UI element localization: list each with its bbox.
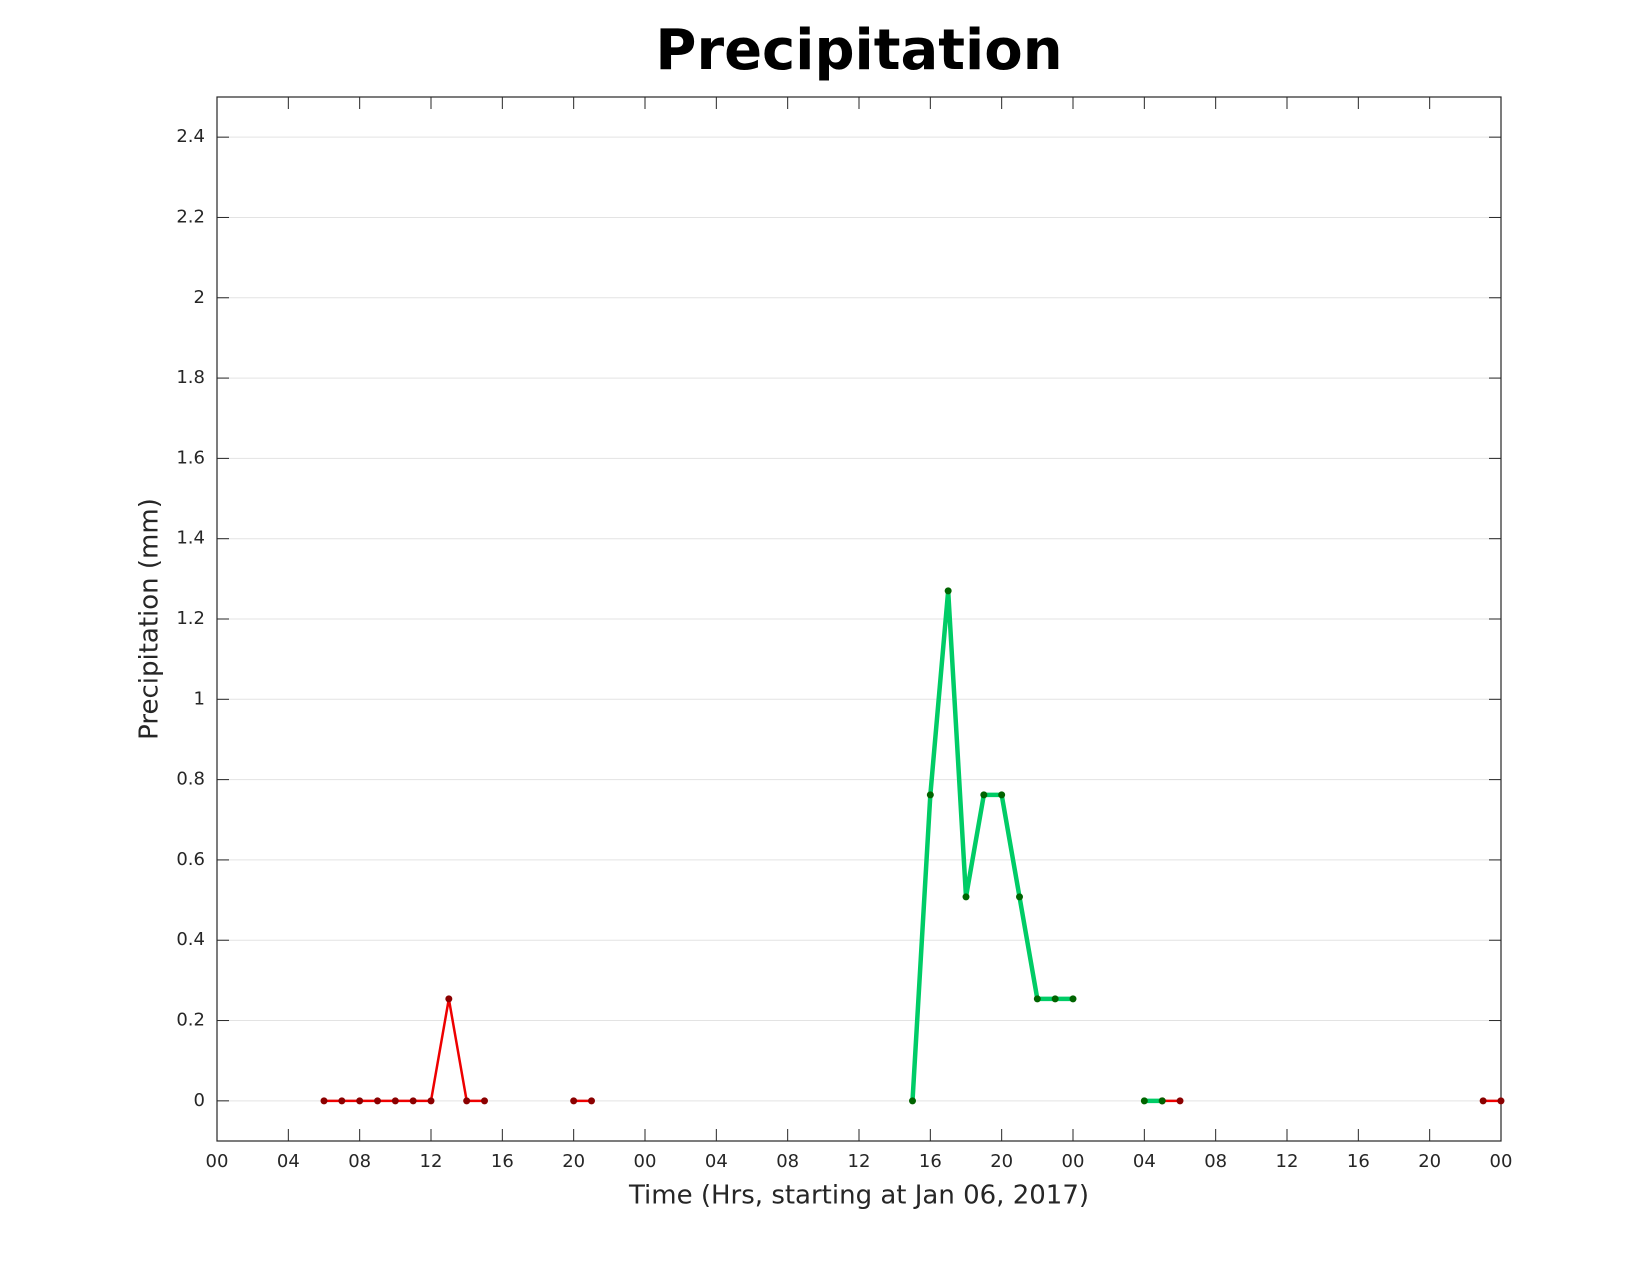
data-point (998, 791, 1006, 799)
data-point (338, 1097, 346, 1105)
y-tick-label: 1.6 (176, 447, 205, 468)
y-tick-label: 2.4 (176, 126, 205, 147)
data-point (374, 1097, 381, 1105)
data-point (1016, 893, 1023, 901)
data-point (980, 791, 988, 799)
data-point (1158, 1097, 1166, 1105)
x-tick-label: 12 (848, 1151, 871, 1172)
data-point (320, 1097, 328, 1105)
data-point (1140, 1097, 1148, 1105)
data-point (1479, 1097, 1487, 1105)
data-point (481, 1097, 488, 1105)
x-tick-label: 04 (277, 1151, 300, 1172)
series-line (910, 588, 1163, 1104)
y-tick-label: 2 (194, 287, 205, 308)
data-point (356, 1097, 364, 1105)
x-tick-label: 08 (1204, 1151, 1227, 1172)
chart-title: Precipitation (655, 18, 1062, 83)
series-line (324, 997, 1501, 1103)
x-tick-label: 00 (1490, 1151, 1513, 1172)
x-tick-label: 12 (420, 1151, 443, 1172)
x-tick-label: 00 (634, 1151, 657, 1172)
data-point (962, 893, 970, 901)
data-point (588, 1097, 595, 1105)
y-tick-label: 1.2 (176, 608, 205, 629)
data-point (463, 1097, 471, 1105)
data-point (1497, 1097, 1505, 1105)
y-axis-label: Precipitation (mm) (135, 498, 165, 740)
x-tick-label: 08 (348, 1151, 371, 1172)
plot-frame (216, 96, 1502, 1142)
x-tick-label: 04 (705, 1151, 728, 1172)
data-point (1176, 1097, 1184, 1105)
data-point (1069, 995, 1077, 1003)
x-tick-label: 16 (919, 1151, 942, 1172)
y-tick-label: 2.2 (176, 206, 205, 227)
data-point (445, 995, 453, 1003)
x-tick-label: 16 (491, 1151, 514, 1172)
x-tick-label: 20 (562, 1151, 585, 1172)
y-tick-label: 0 (194, 1090, 205, 1111)
y-tick-label: 1.4 (176, 528, 205, 549)
data-point (926, 791, 934, 799)
data-point (570, 1097, 578, 1105)
x-tick-label: 00 (206, 1151, 229, 1172)
y-tick-label: 0.4 (176, 929, 205, 950)
x-tick-label: 20 (990, 1151, 1013, 1172)
y-tick-label: 1 (194, 688, 205, 709)
y-tick-label: 0.6 (176, 849, 205, 870)
data-point (909, 1097, 916, 1105)
x-tick-label: 04 (1133, 1151, 1156, 1172)
data-point (391, 1097, 399, 1105)
data-point (1033, 995, 1041, 1003)
y-tick-label: 0.2 (176, 1010, 205, 1031)
x-tick-label: 16 (1347, 1151, 1370, 1172)
y-tick-label: 1.8 (176, 367, 205, 388)
data-point (944, 587, 952, 595)
x-tick-label: 00 (1062, 1151, 1085, 1172)
data-point (427, 1097, 435, 1105)
x-tick-label: 12 (1276, 1151, 1299, 1172)
x-axis-label: Time (Hrs, starting at Jan 06, 2017) (628, 1181, 1089, 1211)
data-point (1051, 995, 1059, 1003)
x-tick-label: 08 (776, 1151, 799, 1172)
y-tick-label: 0.8 (176, 769, 205, 790)
x-tick-label: 20 (1418, 1151, 1441, 1172)
data-point (409, 1097, 417, 1105)
